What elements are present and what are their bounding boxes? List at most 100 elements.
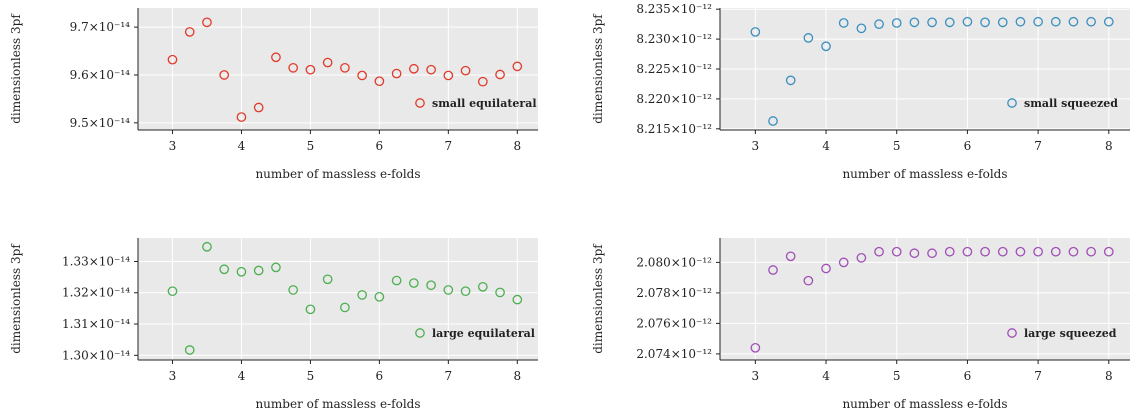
chart-panel-1: 3 4 5 6 7 8 9.5×10⁻¹⁴ 9.6×10⁻¹⁴ 9.7×10⁻¹⁴ number … <box>9 8 538 181</box>
data-point <box>409 63 419 74</box>
data-point <box>944 246 955 257</box>
plot-area <box>138 8 538 130</box>
data-point <box>340 302 350 313</box>
x-tick-label: 6 <box>964 139 972 153</box>
data-point <box>495 287 505 298</box>
y-tick-label: 1.32×10⁻¹⁴ <box>62 286 130 300</box>
data-point <box>322 274 333 285</box>
data-point <box>1033 16 1043 27</box>
y-tick-label: 8.225×10⁻¹² <box>636 62 712 76</box>
data-point <box>202 241 212 252</box>
data-point <box>909 17 920 28</box>
plot-area <box>720 238 1130 360</box>
y-tick-label: 8.235×10⁻¹² <box>636 2 712 16</box>
x-tick-label: 6 <box>376 369 384 383</box>
data-point <box>768 116 778 126</box>
y-tick-label: 9.5×10⁻¹⁴ <box>70 116 131 130</box>
data-point <box>856 252 867 263</box>
y-tick-label: 8.220×10⁻¹² <box>636 92 712 106</box>
data-point <box>409 278 419 288</box>
y-tick-label: 2.080×10⁻¹² <box>636 255 712 269</box>
data-point <box>785 75 796 86</box>
legend-label: small squeezed <box>1024 97 1118 110</box>
y-tick-label: 9.6×10⁻¹⁴ <box>70 68 131 82</box>
x-tick-label: 5 <box>893 139 901 153</box>
data-point <box>184 345 195 355</box>
x-tick-label: 8 <box>513 139 521 153</box>
data-point <box>874 246 884 257</box>
data-point <box>1068 16 1079 27</box>
x-tick-label: 3 <box>752 139 760 153</box>
data-point <box>271 52 281 63</box>
data-point <box>838 257 849 268</box>
legend-marker <box>1007 328 1017 338</box>
y-axis-label: dimensionless 3pf <box>9 13 23 124</box>
x-tick-label: 7 <box>1034 139 1042 153</box>
data-point <box>1015 246 1026 257</box>
y-axis-label: dimensionless 3pf <box>591 243 605 354</box>
data-point <box>167 286 178 297</box>
x-tick-label: 3 <box>169 369 177 383</box>
data-point <box>512 294 523 305</box>
x-tick-label: 4 <box>238 369 246 383</box>
data-point <box>305 64 316 75</box>
x-tick-label: 5 <box>893 369 901 383</box>
data-point <box>750 27 761 37</box>
y-tick-label: 2.074×10⁻¹² <box>636 347 712 361</box>
x-tick-label: 8 <box>1105 139 1113 153</box>
y-tick-label: 8.215×10⁻¹² <box>636 122 712 136</box>
data-point <box>219 264 230 275</box>
x-axis-label: number of massless e-folds <box>842 397 1007 411</box>
data-point <box>1068 246 1079 257</box>
data-point <box>1015 16 1026 27</box>
data-point <box>891 246 902 257</box>
data-point <box>909 248 920 259</box>
data-point <box>236 266 247 277</box>
data-point <box>167 54 178 65</box>
data-point <box>891 18 902 28</box>
data-point <box>219 70 230 80</box>
x-axis-label: number of massless e-folds <box>842 167 1007 181</box>
x-tick-label: 8 <box>1105 369 1113 383</box>
x-tick-label: 7 <box>445 369 453 383</box>
data-point <box>980 17 990 28</box>
data-point <box>512 61 523 72</box>
data-point <box>426 280 436 291</box>
data-point <box>1050 246 1061 257</box>
data-point <box>253 102 264 113</box>
x-tick-label: 7 <box>1034 369 1042 383</box>
data-point <box>477 281 488 292</box>
data-point <box>426 64 436 75</box>
data-point <box>838 18 849 28</box>
y-tick-label: 1.33×10⁻¹⁴ <box>62 254 130 268</box>
data-point <box>821 41 831 52</box>
x-axis-label: number of massless e-folds <box>255 167 420 181</box>
data-point <box>357 70 367 81</box>
legend-marker <box>415 328 425 338</box>
data-point <box>962 246 973 257</box>
data-point <box>236 112 247 122</box>
data-point <box>874 19 884 29</box>
data-point <box>271 262 281 273</box>
y-tick-label: 8.230×10⁻¹² <box>636 32 712 46</box>
data-point <box>253 265 264 276</box>
data-point <box>443 70 454 81</box>
data-point <box>944 17 955 28</box>
data-point <box>927 17 937 28</box>
x-tick-label: 3 <box>169 139 177 153</box>
data-point <box>750 342 761 353</box>
data-point <box>997 17 1008 28</box>
data-point <box>443 285 454 295</box>
legend-marker <box>1007 98 1017 108</box>
y-tick-label: 2.076×10⁻¹² <box>636 316 712 330</box>
x-tick-label: 3 <box>752 369 760 383</box>
data-point <box>803 33 814 43</box>
x-tick-label: 8 <box>513 369 521 383</box>
x-axis-label: number of massless e-folds <box>255 397 420 411</box>
chart-panel-3: 3 4 5 6 7 8 1.30×10⁻¹⁴ 1.31×10⁻¹⁴ 1.32×10⁻¹⁴ 1.33… <box>9 238 538 411</box>
y-tick-label: 2.078×10⁻¹² <box>636 286 712 300</box>
y-axis-label: dimensionless 3pf <box>9 243 23 354</box>
data-point <box>821 263 831 274</box>
data-point <box>374 76 385 87</box>
